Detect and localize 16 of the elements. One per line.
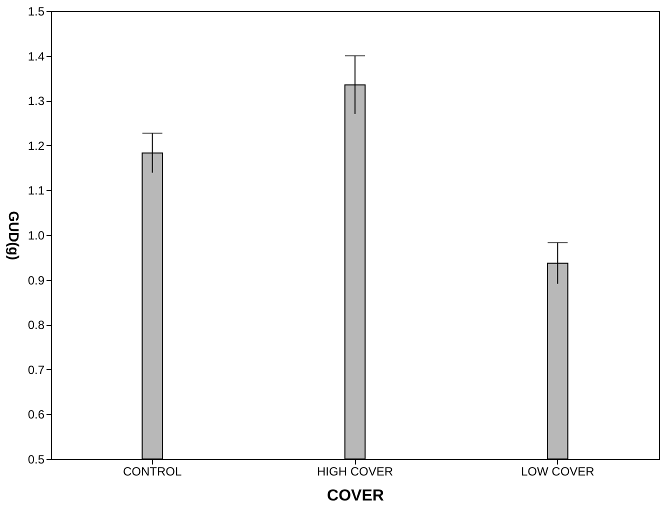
x-axis-title: COVER	[327, 488, 384, 504]
y-tick-label: 1.5	[28, 4, 45, 18]
y-tick-label: 1.3	[28, 94, 45, 108]
y-tick-label: 0.9	[28, 273, 45, 288]
y-tick-label: 0.7	[28, 362, 45, 377]
y-tick-label: 1.2	[28, 138, 45, 153]
y-tick-label: 0.6	[28, 408, 45, 422]
y-axis-title: GUD(g)	[6, 211, 22, 260]
y-tick-label: 1.0	[28, 228, 45, 242]
y-tick-label: 0.8	[28, 318, 45, 332]
x-tick-label: CONTROL	[122, 464, 182, 478]
x-tick-label: HIGH COVER	[316, 464, 394, 478]
x-tick-label: LOW COVER	[520, 464, 595, 478]
y-tick-label: 1.1	[28, 184, 45, 198]
y-tick-label: 0.5	[28, 452, 45, 466]
y-tick-label: 1.4	[28, 49, 45, 64]
